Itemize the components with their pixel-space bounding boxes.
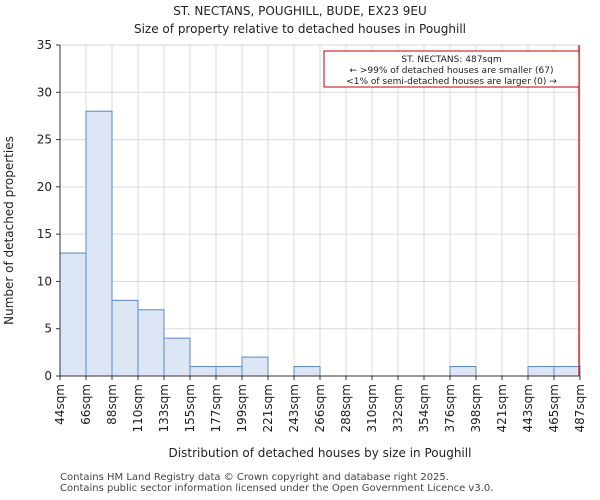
- y-axis-label: Number of detached properties: [2, 136, 16, 325]
- attribution-footer: Contains HM Land Registry data © Crown c…: [60, 472, 493, 494]
- chart-title: ST. NECTANS, POUGHILL, BUDE, EX23 9EU: [173, 4, 427, 18]
- x-tick-label: 66sqm: [79, 384, 93, 425]
- bar: [137, 309, 165, 377]
- bar: [293, 366, 321, 377]
- x-axis-label: Distribution of detached houses by size …: [169, 446, 472, 460]
- y-tick-label: 20: [37, 180, 52, 194]
- x-tick-label: 221sqm: [261, 384, 275, 432]
- x-tick-label: 465sqm: [547, 384, 561, 432]
- bar: [527, 366, 555, 377]
- bar: [59, 252, 87, 377]
- annotation-line-1: ST. NECTANS: 487sqm: [401, 55, 501, 65]
- x-tick-label: 133sqm: [157, 384, 171, 432]
- x-tick-label: 398sqm: [469, 384, 483, 432]
- chart-title-block: ST. NECTANS, POUGHILL, BUDE, EX23 9EU Si…: [0, 2, 600, 38]
- x-tick-label: 199sqm: [235, 384, 249, 432]
- annotation-line-3: <1% of semi-detached houses are larger (…: [346, 77, 557, 87]
- y-tick-label: 0: [44, 369, 52, 383]
- x-tick-label: 44sqm: [53, 384, 67, 425]
- x-tick-label: 421sqm: [495, 384, 509, 432]
- x-tick-label: 310sqm: [365, 384, 379, 432]
- x-tick-label: 88sqm: [105, 384, 119, 425]
- attribution-line-2: Contains public sector information licen…: [60, 483, 494, 494]
- x-tick-label: 376sqm: [443, 384, 457, 432]
- y-tick-label: 15: [37, 227, 52, 241]
- y-tick-label: 25: [37, 133, 52, 147]
- x-tick-label: 155sqm: [183, 384, 197, 432]
- bar: [111, 299, 139, 377]
- x-tick-label: 110sqm: [131, 384, 145, 432]
- annotation-box: [323, 50, 580, 88]
- x-tick-label: 332sqm: [391, 384, 405, 432]
- bar: [189, 366, 217, 377]
- x-tick-label: 443sqm: [521, 384, 535, 432]
- bar: [553, 366, 581, 377]
- x-tick-label: 243sqm: [287, 384, 301, 432]
- bar: [449, 366, 477, 377]
- chart-subtitle: Size of property relative to detached ho…: [133, 22, 466, 36]
- attribution-line-1: Contains HM Land Registry data © Crown c…: [60, 472, 449, 483]
- x-tick-label: 487sqm: [573, 384, 587, 432]
- bar: [215, 366, 243, 377]
- x-tick-label: 288sqm: [339, 384, 353, 432]
- y-tick-label: 35: [37, 38, 52, 52]
- bar: [163, 337, 191, 377]
- annotation-line-2: ← >99% of detached houses are smaller (6…: [349, 66, 553, 76]
- y-tick-label: 10: [37, 274, 52, 288]
- x-tick-label: 354sqm: [417, 384, 431, 432]
- x-tick-label: 266sqm: [313, 384, 327, 432]
- y-tick-label: 30: [37, 85, 52, 99]
- bar: [241, 356, 269, 377]
- x-tick-label: 177sqm: [209, 384, 223, 432]
- y-tick-label: 5: [44, 322, 52, 336]
- bar: [85, 110, 113, 377]
